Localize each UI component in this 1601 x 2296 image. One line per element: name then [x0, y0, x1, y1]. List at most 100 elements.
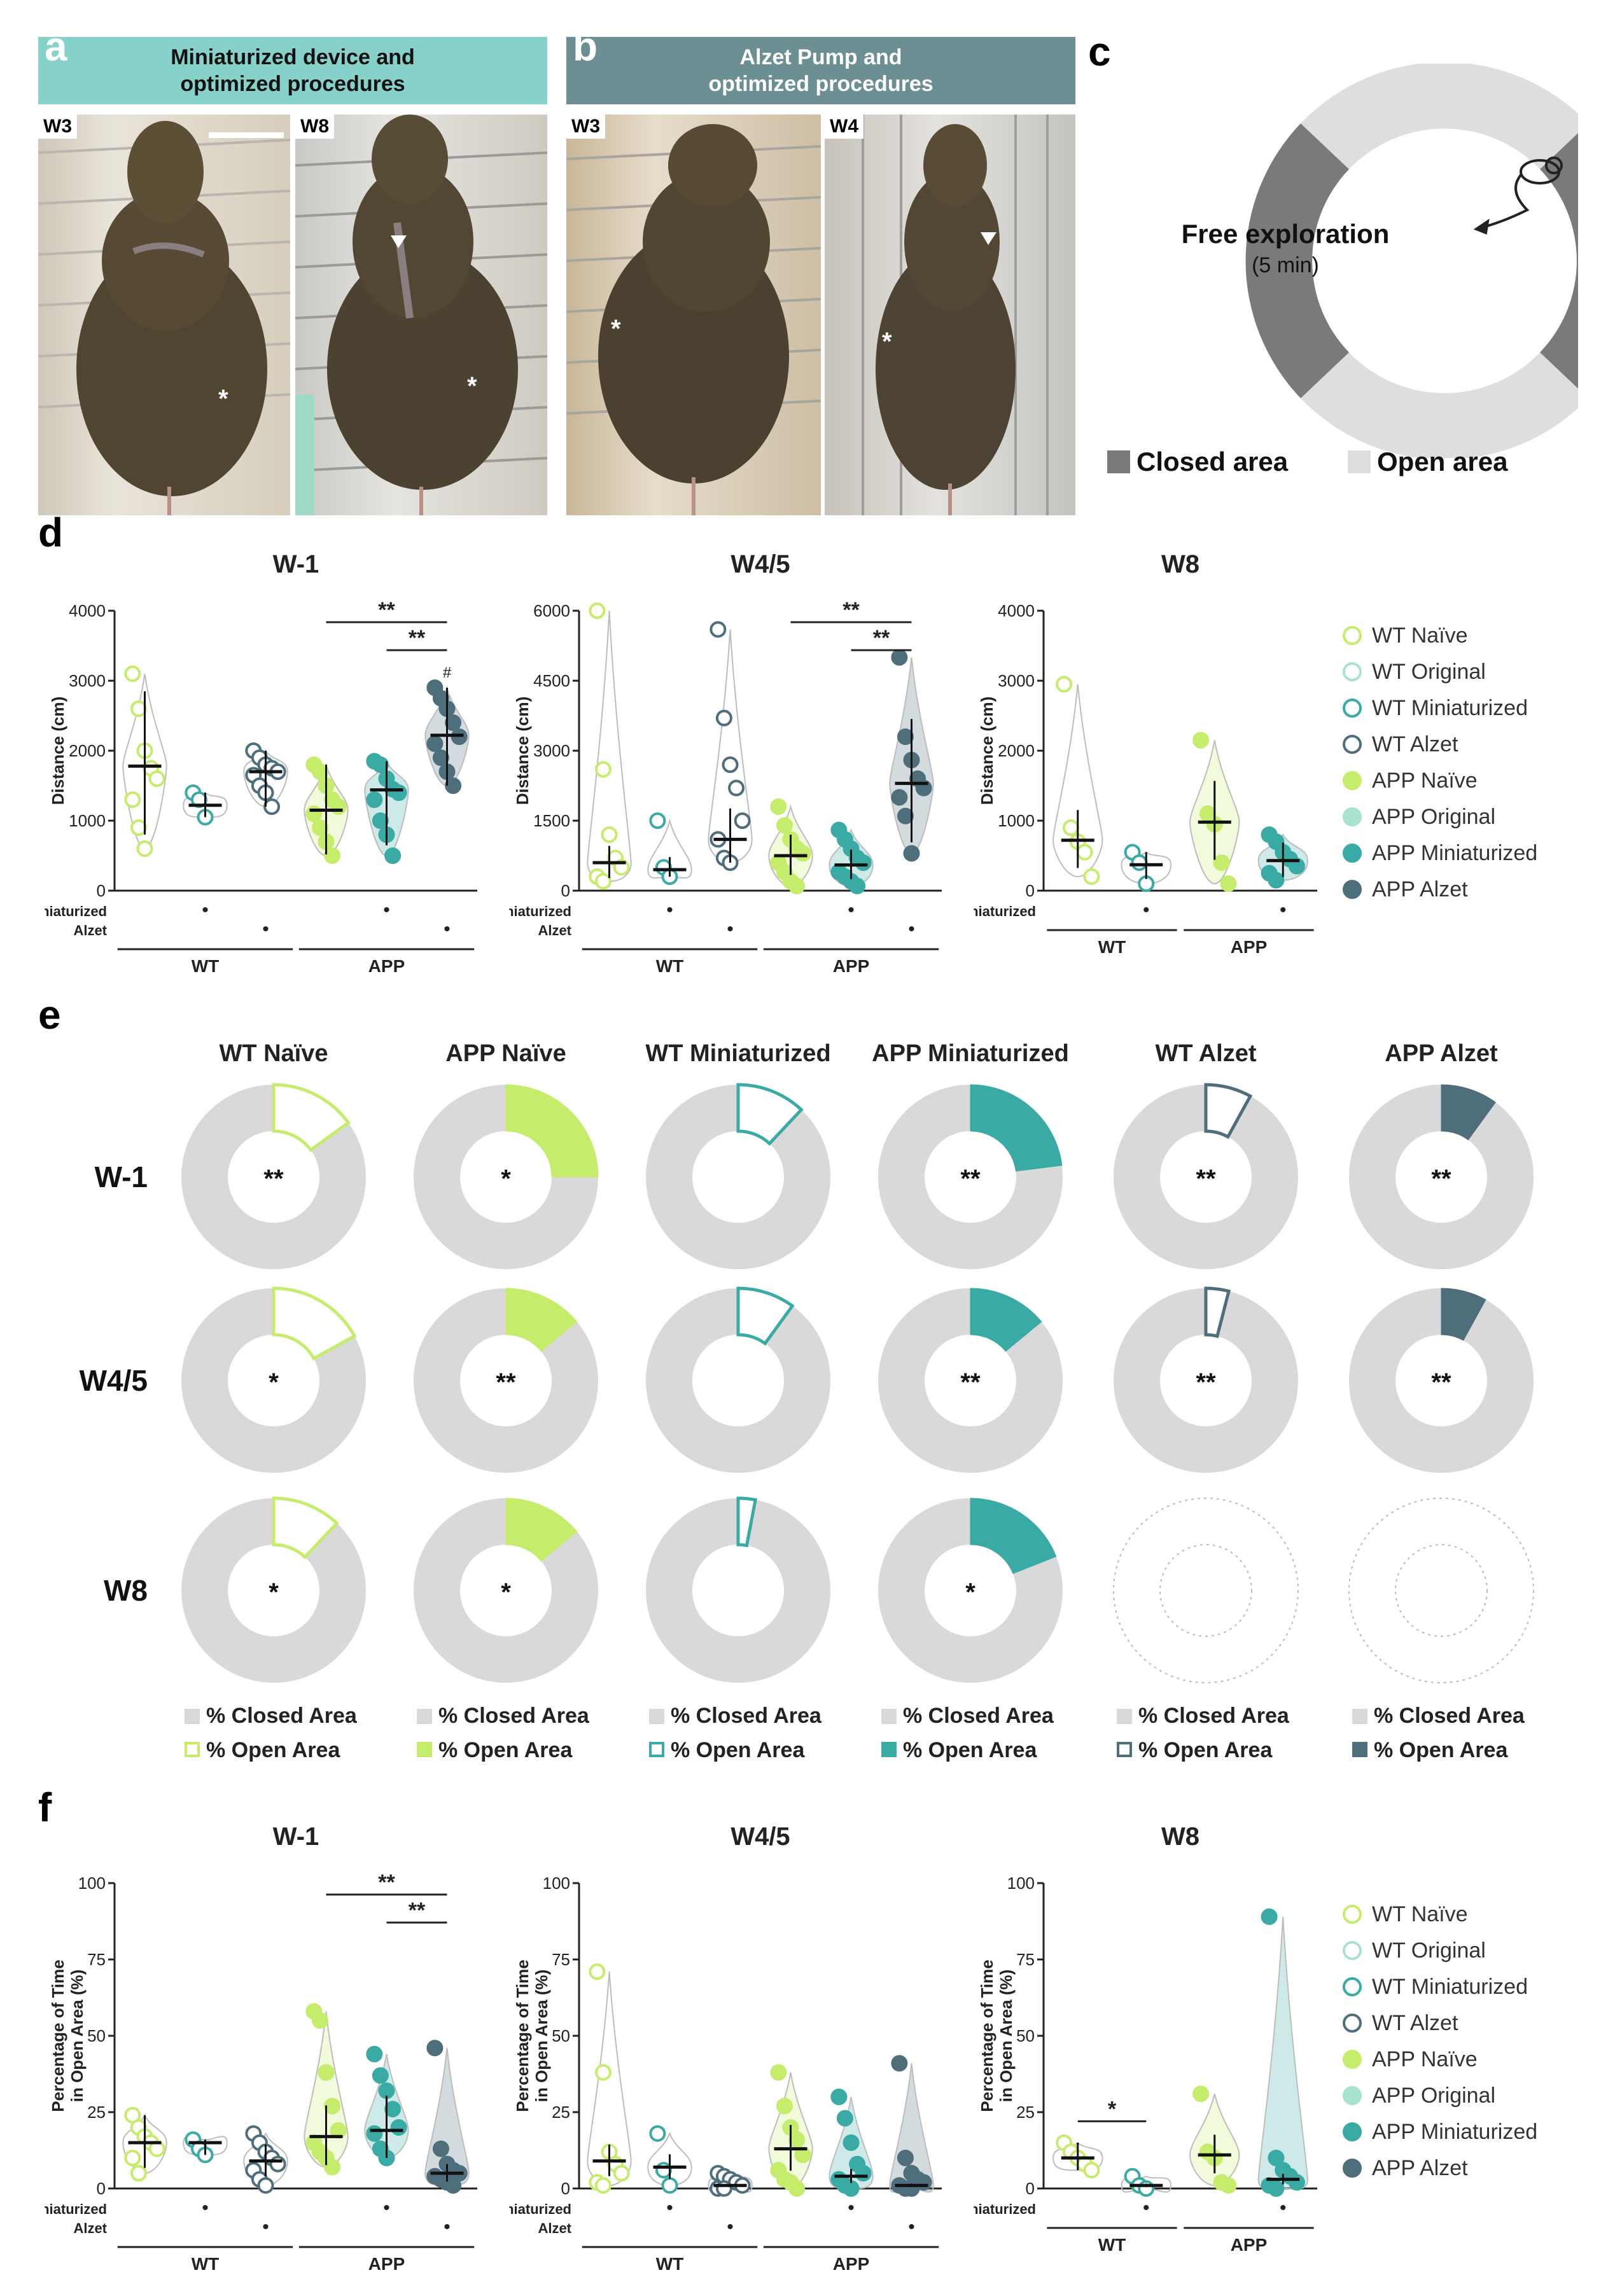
donut-open-area-slice: [1441, 1084, 1496, 1141]
mouse-icon: [1473, 157, 1563, 235]
legend-item-wt-original: WT Original: [1343, 1938, 1486, 1963]
y-axis-label: Percentage of Time: [513, 1959, 532, 2112]
donut-open-area-slice: [736, 1083, 804, 1146]
significance-marker: *: [965, 1578, 975, 1606]
factor-dot-miniaturized: •: [848, 2197, 855, 2218]
legend-open-swatch: [185, 1742, 200, 1757]
data-point-app-naive: [788, 877, 806, 894]
y-tick-label: 0: [561, 881, 570, 900]
y-tick-label: 25: [1016, 2103, 1035, 2122]
significance-marker: *: [269, 1578, 279, 1606]
y-tick-label: 1000: [69, 811, 106, 830]
data-point-wt-naive: [124, 791, 141, 808]
legend-label: WT Alzet: [1372, 732, 1458, 756]
data-point-app-miniaturized: [849, 877, 866, 894]
y-tick-label: 25: [87, 2103, 106, 2122]
legend-label: APP Alzet: [1372, 2156, 1468, 2180]
data-point-app-naive: [776, 817, 793, 834]
data-point-wt-naive: [601, 826, 618, 843]
data-point-wt-alzet: [263, 798, 281, 815]
y-tick-label: 0: [97, 2179, 106, 2198]
legend-marker: [1343, 771, 1362, 790]
y-tick-label: 1000: [998, 811, 1035, 830]
data-point-app-alzet: [897, 807, 914, 824]
legend-open-label: Open area: [1377, 447, 1508, 477]
significance-marker: **: [409, 626, 426, 650]
legend-open-label: % Open Area: [671, 1738, 805, 1762]
legend-marker: [1343, 1941, 1362, 1960]
panel-a-title-line2: optimized procedures: [180, 72, 405, 96]
y-tick-label: 50: [87, 2026, 106, 2045]
data-point-app-alzet: [432, 2140, 449, 2157]
wt-group-label: WT: [1098, 937, 1126, 957]
chart-title: W8: [1161, 550, 1199, 578]
legend-closed-label: % Closed Area: [903, 1704, 1054, 1728]
factor-label-alzet: Alzet: [538, 2220, 571, 2236]
legend-marker: [1343, 662, 1362, 681]
donut-open-area-slice: [1441, 1288, 1486, 1341]
data-point-wt-alzet: [269, 2155, 286, 2173]
y-axis-label: Distance (cm): [977, 697, 996, 805]
y-axis-label: Distance (cm): [513, 697, 532, 805]
factor-label-alzet: Alzet: [538, 922, 571, 938]
donut-open-area-slice: [736, 1286, 795, 1346]
donut-row-label: W4/5: [80, 1364, 148, 1397]
legend-label: APP Miniaturized: [1372, 841, 1538, 865]
legend-marker: [1343, 2014, 1362, 2033]
data-point-app-miniaturized: [836, 2110, 853, 2127]
donut-open-area-slice: [505, 1288, 578, 1352]
open-area-segment: [1301, 352, 1578, 458]
legend-item-app-original: APP Original: [1343, 805, 1495, 830]
y-axis-label: Distance (cm): [48, 697, 67, 805]
arena-center-subtitle: (5 min): [1252, 253, 1319, 277]
legend-open-swatch: [417, 1742, 432, 1757]
data-point-app-alzet: [445, 777, 462, 794]
factor-dot-alzet: •: [444, 2216, 451, 2237]
significance-marker: **: [378, 1870, 395, 1895]
empty-donut: [1348, 1498, 1534, 1683]
app-group-label: APP: [1231, 2235, 1268, 2255]
significance-marker: **: [1431, 1368, 1451, 1396]
wt-group-label: WT: [656, 956, 684, 976]
factor-label-miniaturized: Miniaturized: [45, 903, 107, 919]
significance-marker: *: [501, 1578, 511, 1606]
svg-text:*: *: [467, 372, 477, 400]
legend-marker: [1343, 626, 1362, 645]
data-point-wt-naive: [594, 2177, 612, 2194]
data-point-app-alzet: [432, 749, 449, 766]
significance-marker: *: [1108, 2097, 1117, 2121]
panel-b-title-line2: optimized procedures: [708, 72, 933, 96]
data-point-app-naive: [1192, 2085, 1210, 2103]
panel-a-letter: a: [45, 24, 67, 69]
distance-chart-w8: W8 0 1000 2000 3000 4000 Distance (cm) Miniatur…: [974, 550, 1317, 957]
factor-dot-alzet: •: [444, 919, 451, 940]
open-time-chart-w-1: W-1 0 25 50 75 100 Percentage of Time in Open A…: [45, 1823, 477, 2274]
legend-marker: [1343, 2050, 1362, 2069]
significance-marker: **: [496, 1368, 516, 1396]
data-point-wt-alzet: [710, 621, 727, 638]
legend-open-label: % Open Area: [438, 1738, 573, 1762]
data-point-wt-miniaturized: [1138, 2180, 1155, 2197]
chart-title: W-1: [273, 1823, 319, 1851]
y-tick-label: 4000: [998, 601, 1035, 620]
legend-label: APP Miniaturized: [1372, 2120, 1538, 2144]
y-tick-label: 50: [1016, 2026, 1035, 2045]
data-point-app-naive: [770, 2064, 787, 2081]
data-point-wt-naive: [594, 2064, 612, 2081]
data-point-app-naive: [311, 819, 328, 836]
data-point-app-miniaturized: [842, 2134, 860, 2151]
data-point-wt-alzet: [715, 2180, 732, 2197]
legend-marker: [1343, 2086, 1362, 2105]
donut-column-title: WT Naïve: [219, 1040, 328, 1067]
data-point-wt-miniaturized: [649, 2125, 666, 2142]
legend-closed-label: % Closed Area: [671, 1704, 822, 1728]
legend-open-swatch: [1117, 1742, 1132, 1757]
factor-dot-miniaturized: •: [202, 900, 209, 921]
factor-dot-miniaturized: •: [383, 2197, 390, 2218]
donut-open-area-slice: [272, 1083, 351, 1153]
panel-b-letter: b: [573, 24, 598, 69]
data-point-wt-naive: [594, 761, 612, 778]
app-group-label: APP: [833, 2254, 870, 2274]
significance-marker: **: [842, 598, 860, 622]
data-point-app-miniaturized: [830, 2089, 848, 2105]
